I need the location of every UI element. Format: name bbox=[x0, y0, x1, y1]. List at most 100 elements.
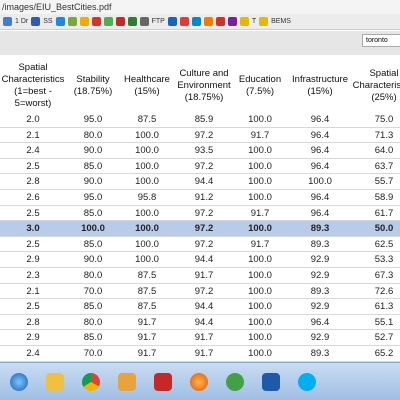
table-cell: 53.3 bbox=[374, 254, 394, 266]
table-cell: 97.2 bbox=[194, 207, 214, 219]
table-cell: 55.7 bbox=[374, 176, 394, 188]
table-cell: 85.9 bbox=[194, 114, 214, 125]
table-cell: 2.0 bbox=[26, 114, 40, 125]
table-row: 2.8 80.0 91.7 94.4 100.0 96.4 55.1 bbox=[0, 315, 400, 331]
table-cell: 85.0 bbox=[83, 332, 103, 344]
bookmark-icon[interactable] bbox=[203, 17, 213, 26]
bookmark-icon[interactable] bbox=[103, 17, 113, 26]
table-cell: 97.2 bbox=[194, 238, 214, 250]
table-cell: 100.0 bbox=[248, 270, 272, 281]
bookmark-icon[interactable] bbox=[67, 17, 77, 26]
table-cell: 87.5 bbox=[137, 301, 157, 313]
table-cell: 91.7 bbox=[250, 129, 270, 141]
table-cell: 85.0 bbox=[83, 238, 103, 250]
table-cell: 3.0 bbox=[26, 223, 40, 235]
table-cell: 92.9 bbox=[310, 332, 330, 344]
table-cell: 91.7 bbox=[194, 348, 214, 359]
table-cell: 2.3 bbox=[26, 270, 40, 281]
bookmark[interactable]: SS bbox=[43, 18, 53, 25]
pdf-toolbar: toronto bbox=[0, 31, 400, 55]
table-cell: 96.4 bbox=[310, 129, 330, 141]
column-header: Culture and Environment (18.75%) bbox=[177, 68, 231, 103]
bookmark-icon[interactable] bbox=[55, 17, 65, 26]
address-bar[interactable]: /images/EIU_BestCities.pdf bbox=[0, 0, 400, 14]
table-cell: 91.7 bbox=[137, 332, 157, 344]
table-cell: 52.7 bbox=[374, 332, 394, 344]
taskbar-app[interactable] bbox=[292, 368, 322, 396]
table-cell: 70.0 bbox=[83, 285, 103, 297]
table-cell: 95.0 bbox=[83, 192, 103, 203]
table-cell: 2.9 bbox=[26, 254, 40, 266]
bookmark-icon[interactable] bbox=[191, 17, 201, 26]
table-cell: 97.2 bbox=[194, 129, 214, 141]
bookmark-icon[interactable] bbox=[79, 17, 89, 26]
table-cell: 67.3 bbox=[374, 270, 394, 281]
bookmark-icon[interactable] bbox=[3, 17, 12, 26]
table-cell: 100.0 bbox=[248, 145, 272, 157]
table-cell: 100.0 bbox=[308, 176, 332, 188]
bookmark-icon[interactable] bbox=[227, 17, 237, 26]
taskbar-app[interactable] bbox=[256, 368, 286, 396]
bookmark[interactable]: FTP bbox=[151, 18, 165, 25]
bookmark-icon[interactable] bbox=[31, 17, 41, 26]
bookmark-icon[interactable] bbox=[167, 17, 177, 26]
table-cell: 85.0 bbox=[83, 160, 103, 172]
taskbar-app[interactable] bbox=[76, 368, 106, 396]
taskbar-app[interactable] bbox=[220, 368, 250, 396]
table-cell: 100.0 bbox=[248, 348, 272, 359]
bookmark-icon[interactable] bbox=[215, 17, 225, 26]
search-box[interactable]: toronto bbox=[362, 34, 400, 47]
table-cell: 100.0 bbox=[248, 223, 272, 235]
table-row: 2.3 80.0 87.5 91.7 100.0 92.9 67.3 bbox=[0, 268, 400, 284]
table-cell: 64.0 bbox=[374, 145, 394, 157]
bookmark-icon[interactable] bbox=[239, 17, 249, 26]
taskbar-app[interactable] bbox=[184, 368, 214, 396]
table-cell: 96.4 bbox=[310, 160, 330, 172]
column-header: Spatial Characteristics (1=best - 5=wors… bbox=[1, 62, 65, 109]
table-cell: 91.7 bbox=[137, 348, 157, 359]
table-cell: 65.2 bbox=[374, 348, 394, 359]
table-cell: 100.0 bbox=[135, 238, 159, 250]
taskbar-app[interactable] bbox=[40, 368, 70, 396]
bookmark-icon[interactable] bbox=[179, 17, 189, 26]
table-cell: 55.1 bbox=[374, 316, 394, 328]
table-cell: 97.2 bbox=[194, 285, 214, 297]
bookmark-icon[interactable] bbox=[259, 17, 269, 26]
table-cell: 71.3 bbox=[374, 129, 394, 141]
bookmark-icon[interactable] bbox=[139, 17, 149, 26]
table-cell: 2.8 bbox=[26, 176, 40, 188]
bookmark[interactable]: T bbox=[251, 18, 257, 25]
table-row: 2.1 70.0 87.5 97.2 100.0 89.3 72.6 bbox=[0, 284, 400, 300]
table-row: 2.9 85.0 91.7 91.7 100.0 92.9 52.7 bbox=[0, 330, 400, 346]
table-cell: 100.0 bbox=[135, 160, 159, 172]
table-cell: 80.0 bbox=[83, 316, 103, 328]
bookmark[interactable]: 1 Dr bbox=[15, 18, 29, 25]
column-header: Infrastructure (15%) bbox=[292, 74, 348, 97]
table-cell: 97.2 bbox=[194, 160, 214, 172]
taskbar-app[interactable] bbox=[148, 368, 178, 396]
bookmark-icon[interactable] bbox=[115, 17, 125, 26]
start-button[interactable] bbox=[4, 368, 34, 396]
table-cell: 91.7 bbox=[250, 238, 270, 250]
table-cell: 91.7 bbox=[250, 207, 270, 219]
table-cell: 100.0 bbox=[248, 114, 272, 125]
bookmark-icon[interactable] bbox=[91, 17, 101, 26]
table-cell: 80.0 bbox=[83, 129, 103, 141]
table-row: 2.4 70.0 91.7 91.7 100.0 89.3 65.2 bbox=[0, 346, 400, 362]
column-header: Education (7.5%) bbox=[238, 74, 282, 97]
table-cell: 100.0 bbox=[248, 332, 272, 344]
table-row: 2.6 95.0 95.8 91.2 100.0 96.4 58.9 bbox=[0, 190, 400, 206]
table-cell: 100.0 bbox=[248, 176, 272, 188]
table-cell: 100.0 bbox=[135, 145, 159, 157]
table-cell: 87.5 bbox=[137, 285, 157, 297]
table-cell: 100.0 bbox=[135, 223, 159, 235]
table-cell: 2.8 bbox=[26, 316, 40, 328]
bookmark[interactable]: BEMS bbox=[271, 18, 291, 25]
table-cell: 2.4 bbox=[26, 145, 40, 157]
table-cell: 72.6 bbox=[374, 285, 394, 297]
table-row: 2.5 85.0 100.0 97.2 100.0 96.4 63.7 bbox=[0, 159, 400, 175]
taskbar-app[interactable] bbox=[112, 368, 142, 396]
bookmark-icon[interactable] bbox=[127, 17, 137, 26]
table-cell: 93.5 bbox=[194, 145, 214, 157]
